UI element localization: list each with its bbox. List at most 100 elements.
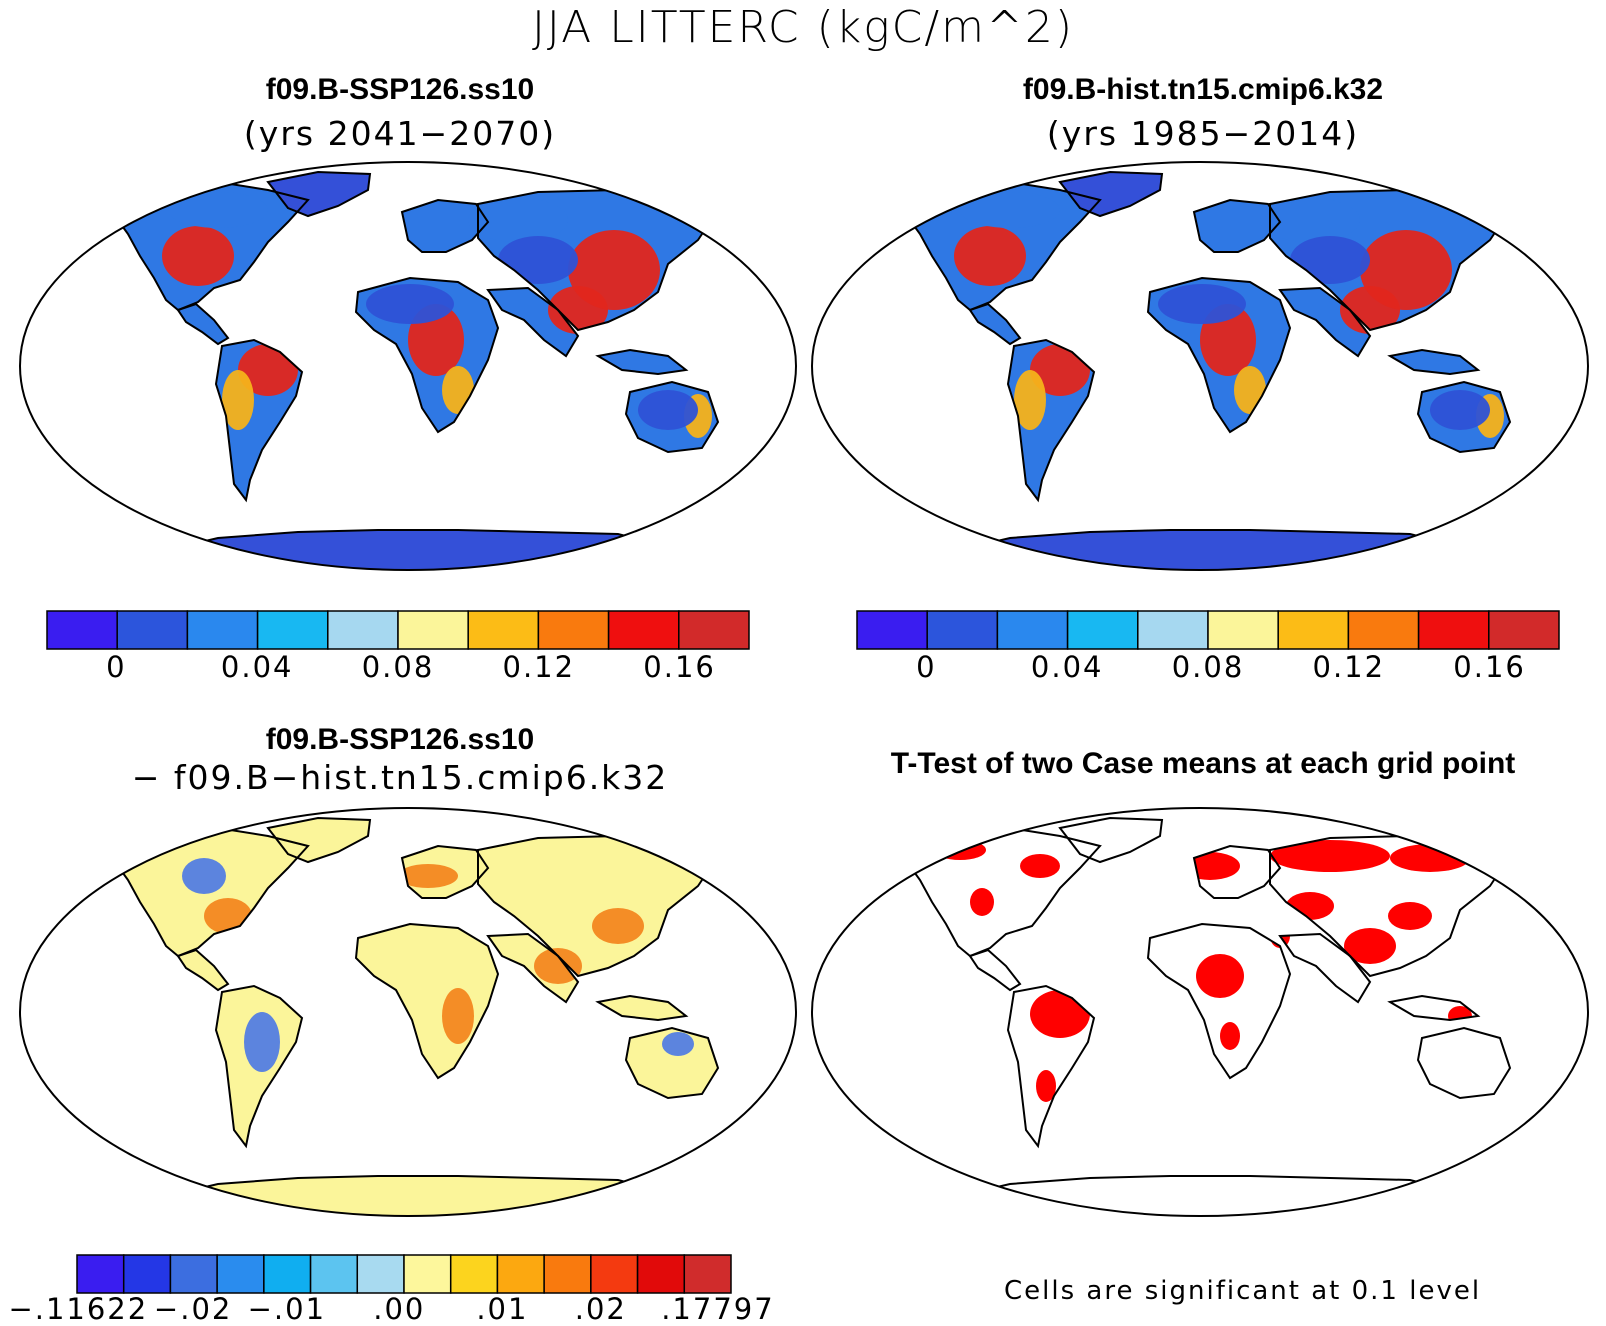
coastline-south-america	[1006, 338, 1096, 503]
land-patches	[162, 192, 712, 438]
coastline-south-america	[214, 338, 304, 503]
colorbar-box	[309, 1254, 359, 1294]
panel-bl-title: f09.B-SSP126.ss10	[265, 723, 535, 756]
colorbar-tick-label: 0	[916, 650, 937, 684]
colorbar-box	[46, 610, 118, 650]
colorbar-tick-label: 0	[106, 650, 127, 684]
coastline-central-america	[176, 302, 230, 346]
colorbar-box	[590, 1254, 639, 1294]
colorbar-tick-label: 0.04	[220, 650, 294, 684]
coastline-north-america	[902, 826, 1102, 958]
panel-tr-subtitle: (yrs 1985−2014)	[1046, 114, 1360, 153]
field-patch-sahara	[1430, 390, 1490, 430]
diff-patch-pos	[534, 948, 582, 984]
coastline-africa	[1146, 922, 1292, 1080]
colorbar-tick-label: 0.12	[502, 650, 576, 684]
significant-cells	[970, 888, 994, 916]
land-greenland	[1060, 172, 1162, 216]
colorbar-box	[683, 1254, 732, 1294]
field-patch-tropics	[1030, 344, 1090, 396]
coastline-indonesia	[595, 348, 689, 376]
coastline-europe	[1192, 198, 1282, 253]
colorbar-box	[1417, 610, 1490, 650]
colorbar-tick-label: 0.08	[361, 650, 435, 684]
significant-cells	[1220, 1022, 1240, 1050]
land-central-america	[970, 304, 1020, 344]
land-central-america	[178, 950, 228, 990]
figure-title: JJA LITTERC (kgC/m^2)	[531, 2, 1075, 53]
map-border	[19, 161, 797, 571]
map-border	[811, 161, 1589, 571]
colorbar-tick-label: −.01	[247, 1292, 327, 1326]
significant-cells	[934, 840, 986, 860]
colorbar-box	[263, 1254, 312, 1294]
colorbar-box	[186, 610, 259, 650]
field-patch-temperate	[222, 370, 254, 430]
colorbar-box	[537, 610, 610, 650]
field-patch-boreal	[960, 192, 1060, 228]
colorbar-box	[122, 1254, 172, 1294]
significance-note: Cells are significant at 0.1 level	[1004, 1276, 1482, 1306]
map-top-right	[811, 161, 1589, 571]
coastline-europe	[400, 844, 490, 899]
colorbar-box	[397, 610, 469, 650]
coastline-north-america	[902, 180, 1102, 312]
land-greenland	[268, 818, 370, 862]
colorbar-tick-label: 0.12	[1312, 650, 1386, 684]
colorbar-box	[636, 1254, 686, 1294]
colorbar-tick-label: .00	[373, 1292, 426, 1326]
coastline-arabia-india	[1278, 286, 1372, 358]
field-patch-tropics	[1360, 230, 1452, 310]
colorbar-box	[607, 610, 680, 650]
coastline-greenland	[1058, 816, 1164, 864]
field-patch-tropics	[954, 226, 1026, 286]
colorbar-box	[356, 1254, 405, 1294]
field-patch-tropics	[162, 226, 234, 286]
field-patch-sahara	[1158, 284, 1246, 324]
colorbar-box	[1347, 610, 1420, 650]
colorbar-tick-label: −.02	[153, 1292, 233, 1326]
land-africa	[1148, 924, 1290, 1078]
field-patch-boreal	[1260, 198, 1360, 242]
coastline-indonesia	[595, 994, 689, 1022]
land-patches	[954, 192, 1504, 438]
field-patch-temperate	[1014, 370, 1046, 430]
significant-cells	[1020, 854, 1060, 878]
significant-cells	[1270, 840, 1390, 872]
coastline-south-america	[1006, 984, 1096, 1149]
colorbar-tick-label: 0.04	[1030, 650, 1104, 684]
colorbar-top-right	[856, 610, 1560, 650]
field-patch-boreal	[468, 198, 568, 242]
land-arabia-india	[488, 934, 578, 1002]
field-patch-sahara	[366, 284, 454, 324]
colorbar-box	[76, 1254, 125, 1294]
land-greenland	[268, 172, 370, 216]
diff-patch-pos	[398, 864, 458, 888]
map-bottom-left	[19, 807, 797, 1217]
coastline-north-america	[110, 826, 310, 958]
land-arabia-india	[488, 288, 578, 356]
field-patch-sahara	[638, 390, 698, 430]
colorbar-tick-label: −.11622	[8, 1292, 149, 1326]
panel-tr-title: f09.B-hist.tn15.cmip6.k32	[1022, 73, 1384, 106]
coastline-north-america	[110, 180, 310, 312]
colorbar-tick-label: .17797	[661, 1292, 775, 1326]
field-patch-sahara	[498, 236, 578, 284]
land-europe	[402, 200, 488, 252]
coastline-europe	[400, 198, 490, 253]
coastline-australia	[624, 1026, 720, 1100]
colorbar-box	[1137, 610, 1209, 650]
land-patches	[182, 858, 694, 1072]
diff-patch-neg	[182, 858, 226, 894]
colorbar-tick-label: .01	[476, 1292, 529, 1326]
map-content	[20, 808, 796, 1216]
land-arabia-india	[1280, 288, 1370, 356]
coastline-indonesia	[1387, 994, 1481, 1022]
colorbar-tick-label: 0.16	[1453, 650, 1526, 684]
colorbar-tick-label: 0.08	[1171, 650, 1245, 684]
land-central-america	[178, 304, 228, 344]
colorbar-box	[1207, 610, 1279, 650]
coastline-south-america	[214, 984, 304, 1149]
coastline-australia	[1416, 380, 1512, 454]
panel-bl-subtitle: − f09.B−hist.tn15.cmip6.k32	[131, 758, 669, 797]
